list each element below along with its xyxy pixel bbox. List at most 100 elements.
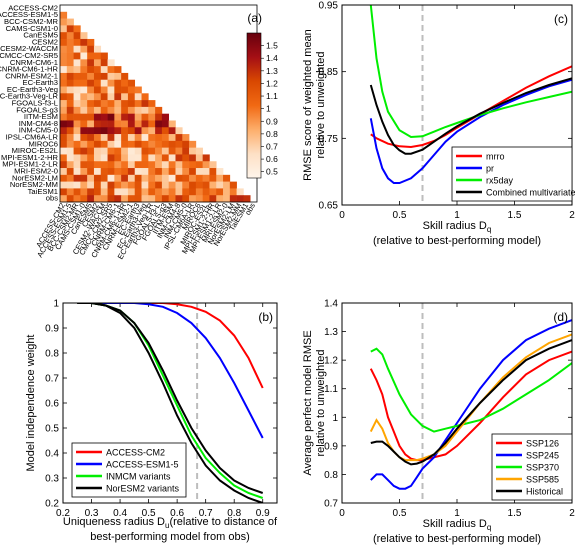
heatmap-cell [80, 140, 88, 148]
y-tick-label: 1.1 [324, 384, 338, 395]
heatmap-cell [114, 188, 122, 196]
heatmap-cell [66, 195, 74, 203]
heatmap-cell [66, 113, 74, 121]
row-label: CNRM-CM6-1-HR [0, 65, 59, 74]
heatmap-cell [80, 154, 88, 162]
heatmap-cell [80, 168, 88, 176]
heatmap-cell [66, 127, 74, 135]
heatmap-cell [87, 140, 95, 148]
heatmap-cell [60, 32, 68, 40]
x-tick-label: 0.8 [227, 508, 241, 519]
x-tick-label: 1.5 [508, 210, 522, 221]
heatmap-cell [182, 174, 190, 182]
heatmap-cell [73, 106, 81, 114]
x-axis-label: Skill radius Dq [423, 518, 492, 532]
heatmap-cell [107, 72, 115, 81]
heatmap-cell [66, 181, 74, 189]
heatmap-cell [161, 174, 169, 182]
heatmap-cell [148, 154, 156, 162]
heatmap-cell [182, 134, 190, 142]
heatmap-cell [107, 134, 115, 142]
heatmap-cell [223, 174, 231, 182]
heatmap-cell [107, 86, 115, 94]
heatmap-cell [134, 174, 142, 182]
heatmap-cell [80, 52, 88, 60]
heatmap-cell [80, 72, 88, 81]
heatmap-cell [175, 195, 183, 203]
heatmap-cell [175, 181, 183, 189]
heatmap-cell [155, 120, 163, 128]
heatmap-cell [114, 134, 122, 142]
colorbar-tick-label: 1.1 [266, 91, 278, 101]
heatmap-cell [161, 195, 169, 203]
heatmap-cell [134, 106, 142, 114]
heatmap-cell [73, 45, 81, 53]
heatmap-cell [60, 127, 68, 135]
heatmap-cell [66, 32, 74, 40]
heatmap-cell [168, 140, 176, 148]
heatmap-cell [189, 147, 197, 155]
y-tick-label: 0.3 [45, 474, 59, 485]
heatmap-cell [87, 86, 95, 94]
colorbar-tick-label: 1 [266, 104, 271, 114]
heatmap-cell [87, 52, 95, 60]
heatmap-cell [127, 79, 136, 87]
heatmap-cell [148, 195, 156, 203]
heatmap-cell [155, 134, 163, 142]
heatmap-cell [73, 72, 81, 81]
heatmap-cell [195, 154, 203, 162]
heatmap-cell [134, 195, 142, 203]
heatmap-cell [100, 181, 108, 189]
y-axis-label: Model independence weight [25, 335, 37, 472]
heatmap-cell [93, 106, 102, 114]
y-tick-label: 0.5 [45, 424, 59, 435]
heatmap-cell [195, 174, 203, 182]
heatmap-cell [195, 181, 203, 189]
heatmap-cell [87, 168, 95, 176]
heatmap-cell [87, 181, 95, 189]
heatmap-cell [60, 134, 68, 142]
colorbar [246, 32, 262, 179]
heatmap-cell [66, 52, 74, 60]
heatmap-cell [66, 38, 74, 47]
heatmap-cell [66, 120, 74, 128]
heatmap-cell [148, 134, 156, 142]
heatmap-cell [155, 154, 163, 162]
heatmap-cell [141, 140, 149, 148]
heatmap-cell [73, 127, 81, 135]
legend-label-combined-multivariate: Combined multivariate [486, 188, 575, 198]
heatmap-cell [168, 127, 176, 135]
series-line-ssp370 [370, 347, 572, 433]
heatmap-cell [141, 147, 149, 155]
heatmap-cell [100, 79, 108, 87]
heatmap-cell [182, 195, 190, 203]
heatmap-cell [189, 181, 197, 189]
heatmap-cell [141, 195, 149, 203]
heatmap-cell [127, 168, 136, 176]
heatmap-cell [66, 18, 74, 26]
heatmap-cell [189, 188, 197, 196]
heatmap-cell [121, 168, 129, 176]
y-axis-label-line2: relative to unweighted [315, 51, 327, 158]
heatmap-cell [168, 120, 176, 128]
heatmap-cell [107, 93, 115, 101]
heatmap-cell [107, 127, 115, 135]
heatmap-cell [87, 38, 95, 47]
heatmap-cell [134, 120, 142, 128]
heatmap-cell [114, 93, 122, 101]
x-tick-label: 0 [339, 508, 345, 519]
heatmap-cell [114, 181, 122, 189]
heatmap-cell [114, 168, 122, 176]
x-tick-label: 0 [339, 210, 345, 221]
heatmap-cell [73, 140, 81, 148]
heatmap-cell [107, 147, 115, 155]
row-label: INM-CM5-0 [19, 126, 58, 135]
heatmap-cell [175, 168, 183, 176]
heatmap-cell [127, 86, 136, 94]
heatmap-cell [66, 174, 74, 182]
heatmap-cell [60, 38, 68, 47]
heatmap-cell [73, 59, 81, 67]
heatmap-cell [161, 188, 169, 196]
heatmap-cell [161, 181, 169, 189]
heatmap-cell [148, 174, 156, 182]
